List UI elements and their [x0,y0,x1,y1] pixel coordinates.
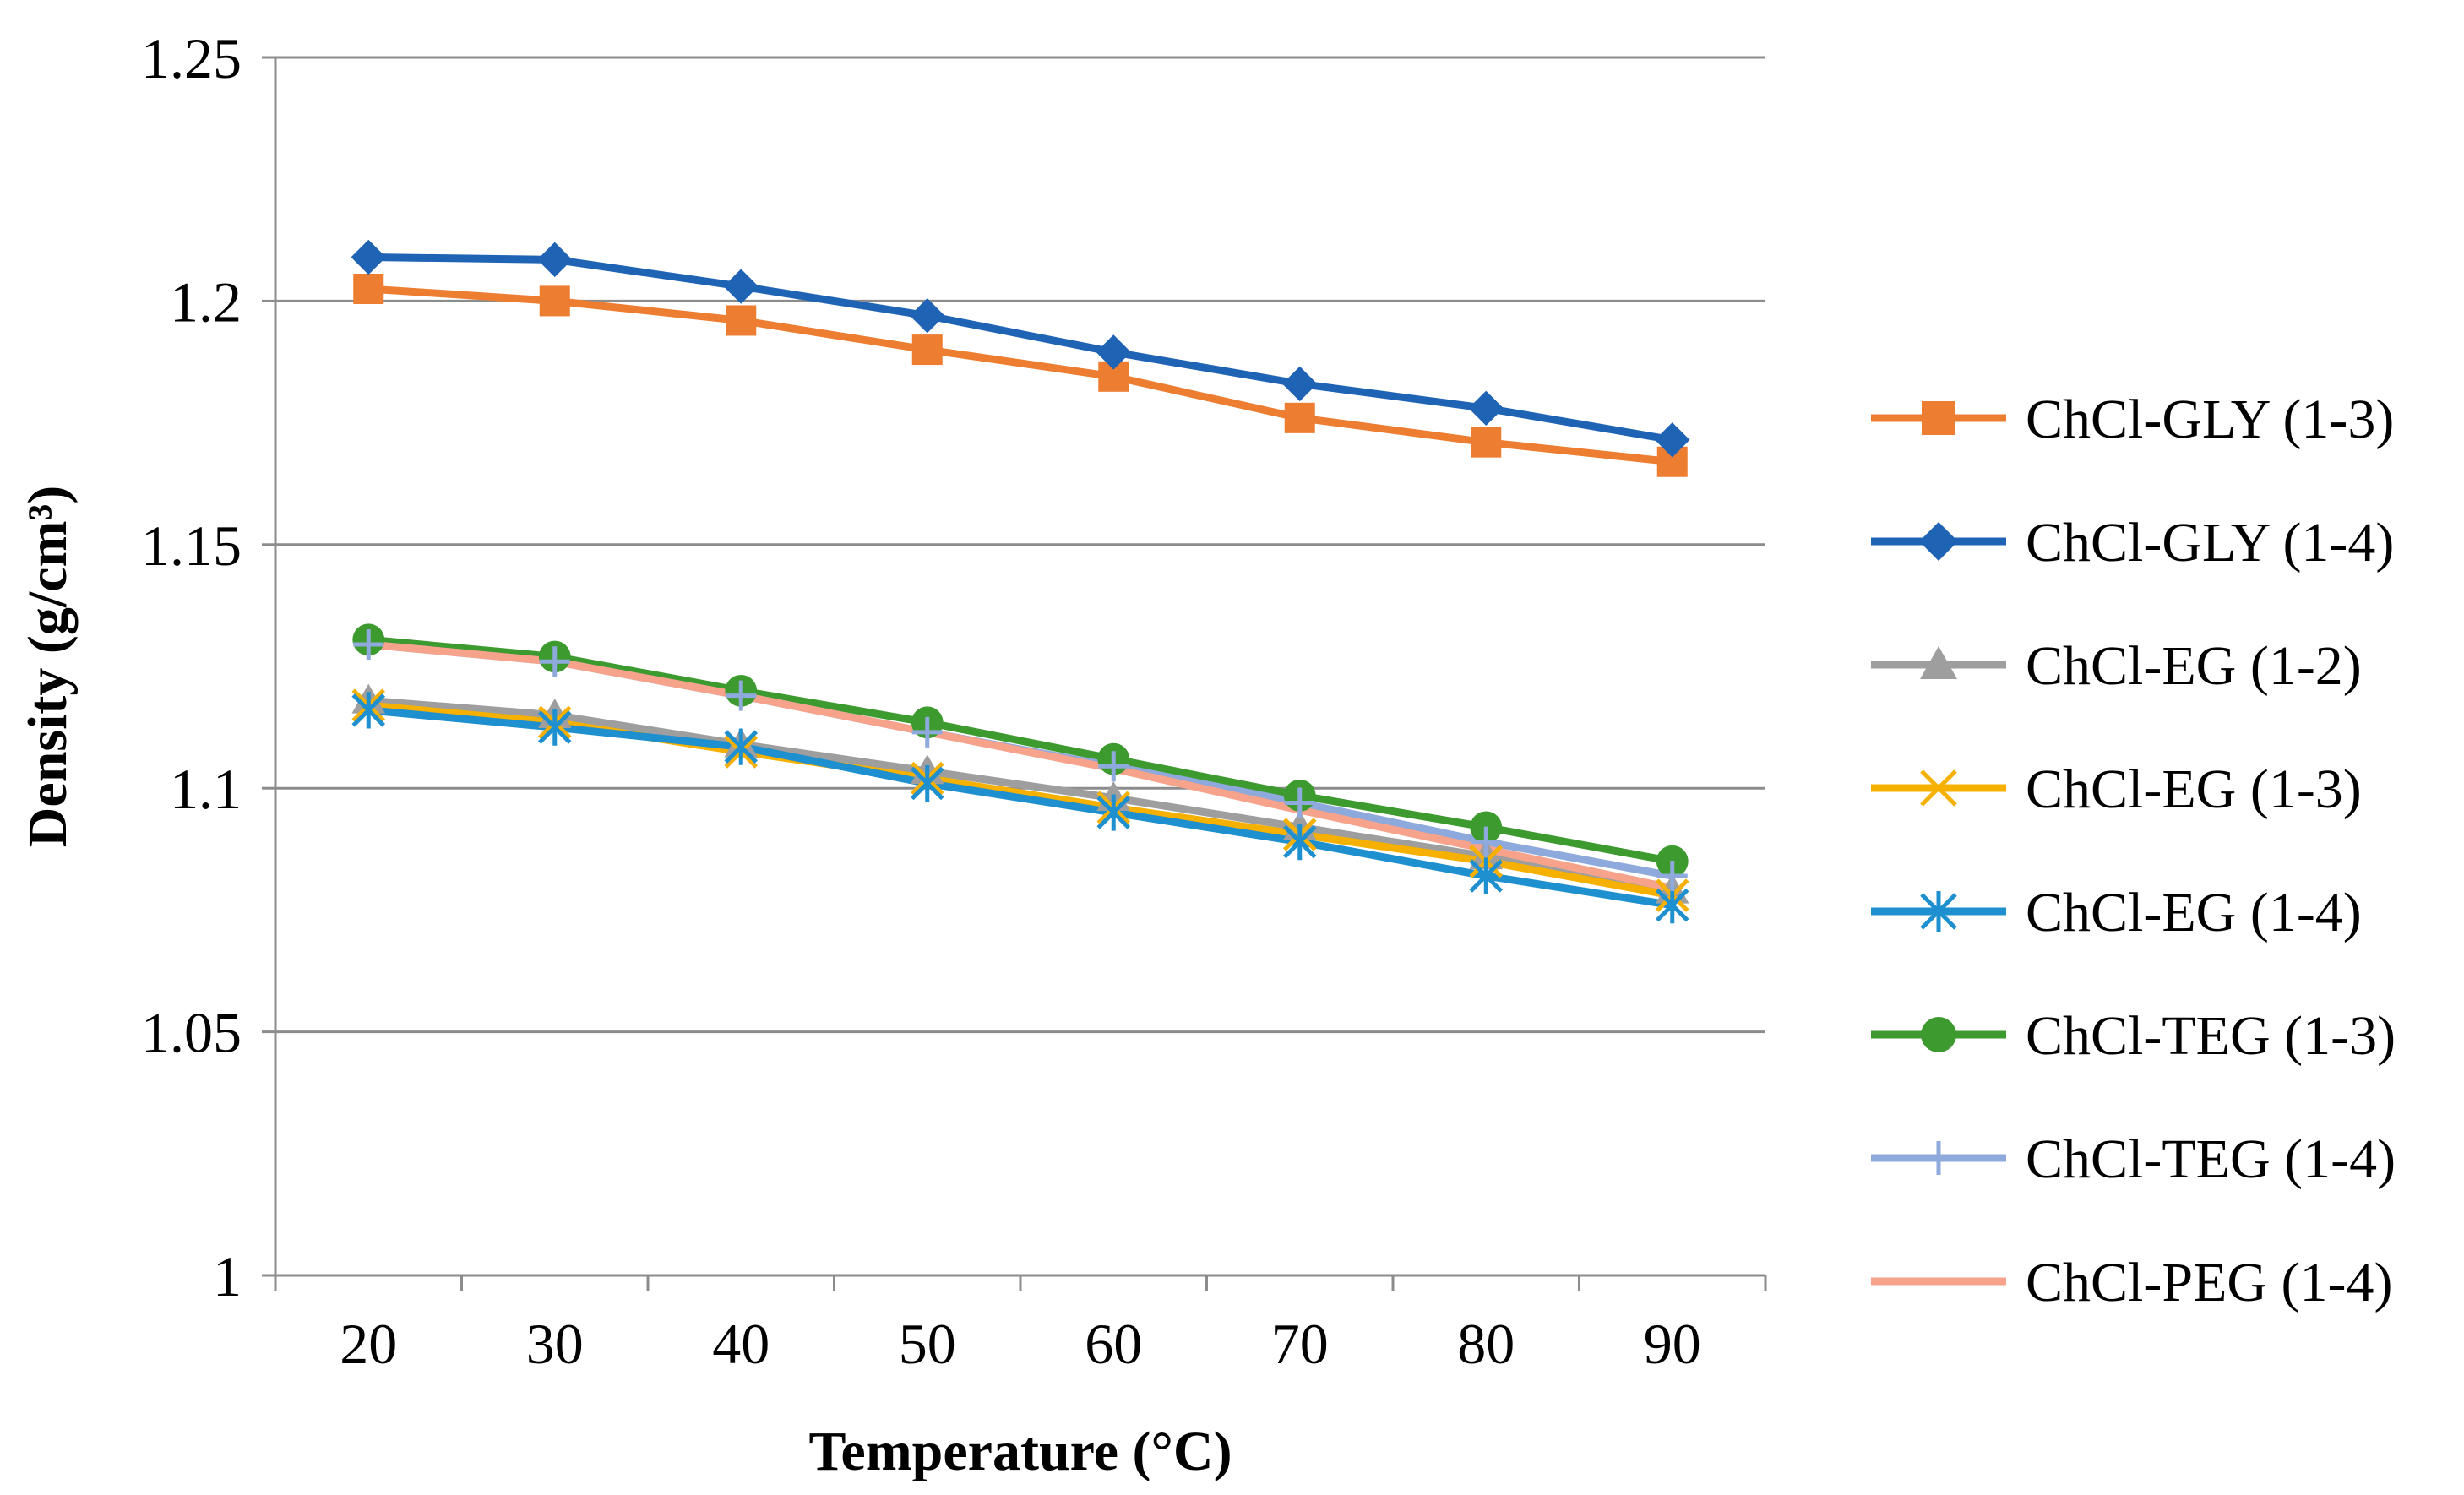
legend-item: ChCl-GLY (1-3) [1871,389,2394,450]
legend-item: ChCl-TEG (1-3) [1871,1005,2396,1067]
data-point [1471,427,1502,458]
legend-item: ChCl-EG (1-2) [1871,635,2362,697]
data-point [1282,824,1317,861]
legend-label: ChCl-EG (1-2) [2026,635,2362,697]
series-line [364,253,1677,444]
data-point [351,239,386,275]
data-point [353,629,384,661]
legend-swatch-marker [1920,891,1957,932]
series-markers-group [353,273,1688,477]
series-markers-group [353,629,1688,892]
legend: ChCl-GLY (1-3) ChCl-GLY (1-4) ChCl-EG (1-2… [1871,389,2396,1313]
data-point [537,709,572,746]
data-point [910,764,944,802]
data-point [1096,794,1131,831]
series-line [364,706,1677,910]
series-line [364,635,1677,866]
legend-item: ChCl-GLY (1-4) [1871,512,2394,574]
data-point [723,269,759,304]
series-line [364,640,1677,892]
data-point [911,334,943,366]
legend-swatch-marker [1922,1141,1955,1175]
legend-item: ChCl-EG (1-4) [1871,882,2362,943]
series-line [364,285,1677,466]
x-tick-label: 40 [712,1312,770,1376]
legend-label: ChCl-EG (1-3) [2026,758,2362,820]
y-tick-label: 1.2 [170,269,242,334]
legend-label: ChCl-TEG (1-3) [2026,1005,2396,1067]
x-tick-label: 60 [1085,1312,1142,1376]
data-point [1284,402,1315,433]
x-tick-label: 70 [1271,1312,1329,1376]
data-point [1471,826,1502,857]
data-point [1098,751,1129,782]
axes: 1 1.05 1.1 1.15 1.2 1.25 20 30 40 50 60 70 80 90 [141,26,1767,1376]
data-point [1656,861,1688,892]
data-point [1096,334,1131,370]
legend-item: ChCl-EG (1-3) [1871,758,2362,820]
data-point [1655,422,1690,458]
x-tick-label: 30 [526,1312,584,1376]
data-point [537,242,573,278]
series-markers [351,239,1690,924]
y-axis-title: Density (g/cm³) [17,486,79,848]
y-tick-label: 1.05 [141,1001,242,1065]
data-point [910,298,945,334]
data-point [353,273,384,304]
legend-label: ChCl-PEG (1-4) [2026,1252,2392,1313]
legend-label: ChCl-GLY (1-3) [2026,389,2394,450]
marker-stroke [1920,769,1957,807]
x-tick-label: 20 [340,1312,397,1376]
data-point [1282,366,1318,402]
legend-label: ChCl-EG (1-4) [2026,882,2362,943]
data-point [1655,887,1689,924]
data-point [1284,787,1315,818]
x-tick-label: 50 [899,1312,956,1376]
data-point [1468,390,1504,426]
legend-swatch-marker [1919,522,1958,561]
data-point [539,285,570,317]
series-lines [364,253,1677,910]
y-tick-label: 1.1 [170,757,242,821]
data-point [724,728,759,765]
data-point [539,646,570,677]
legend-item: ChCl-TEG (1-4) [1871,1128,2396,1190]
series-markers-group [351,239,1690,458]
y-tick-label: 1.25 [141,26,242,90]
data-point [911,716,943,748]
legend-swatch-marker [1922,401,1955,435]
legend-swatch-marker [1920,646,1957,679]
data-point [726,305,757,336]
x-tick-label: 90 [1644,1312,1701,1376]
y-tick-label: 1 [213,1244,242,1308]
x-tick-label: 80 [1457,1312,1515,1376]
legend-item: ChCl-PEG (1-4) [1871,1252,2392,1313]
series-markers-group [351,692,1689,924]
series-line [364,696,1677,894]
data-point [726,680,757,711]
data-point [1469,857,1504,894]
legend-swatch-marker [1920,769,1957,807]
legend-swatch-marker [1921,1017,1956,1052]
legend-label: ChCl-TEG (1-4) [2026,1128,2396,1190]
data-point [351,692,386,729]
x-axis-title: Temperature (°C) [808,1421,1232,1482]
legend-label: ChCl-GLY (1-4) [2026,512,2394,574]
y-tick-label: 1.15 [141,514,242,578]
